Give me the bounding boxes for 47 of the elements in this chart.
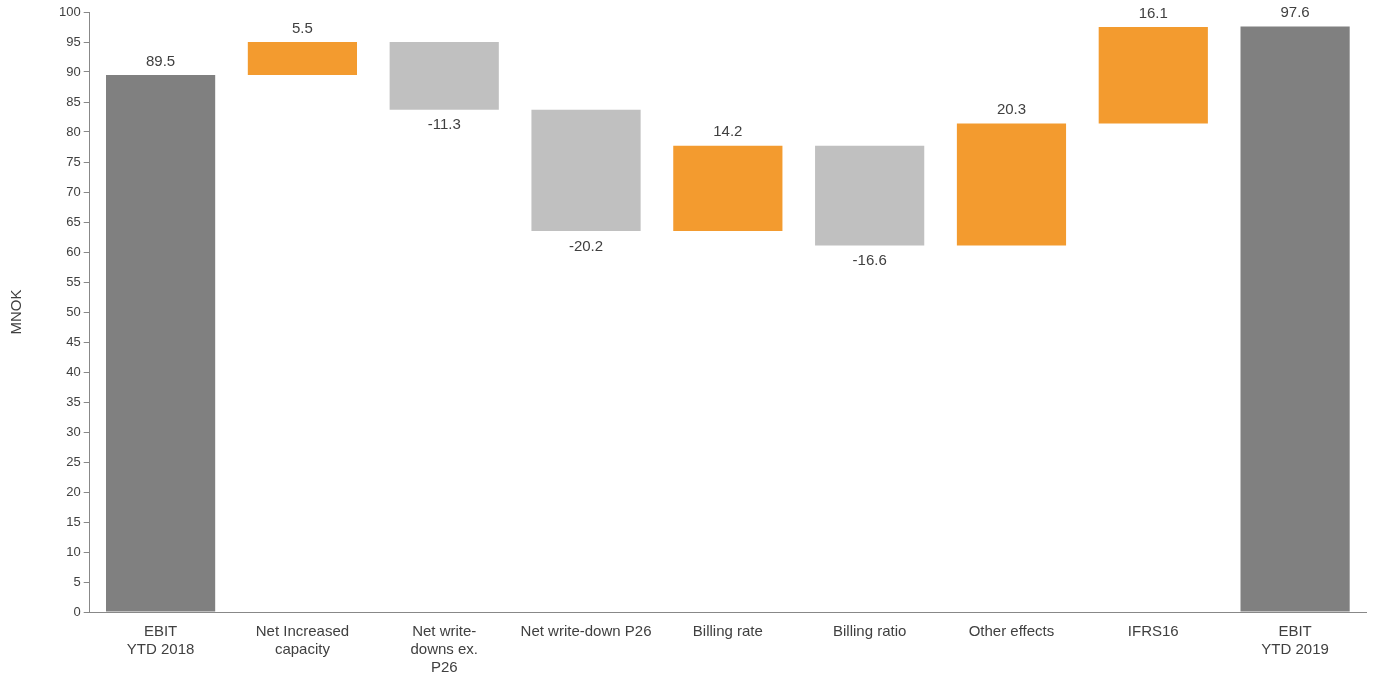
y-tick-label: 50 xyxy=(66,303,81,319)
y-tick-label: 100 xyxy=(58,3,81,19)
y-tick-label: 5 xyxy=(73,573,81,589)
x-tick-label: IFRS16 xyxy=(1127,622,1179,640)
x-tick-label: EBIT YTD 2018 xyxy=(126,622,195,658)
data-label: 14.2 xyxy=(713,122,743,140)
data-label: 16.1 xyxy=(1138,3,1168,21)
y-tick-label: 70 xyxy=(66,183,81,199)
bar xyxy=(389,42,499,110)
y-tick-label: 35 xyxy=(66,393,81,409)
data-label: 20.3 xyxy=(996,100,1027,118)
y-tick-label: 30 xyxy=(66,423,81,439)
data-label: 97.6 xyxy=(1280,3,1310,21)
y-axis-title: MNOK xyxy=(7,289,25,335)
y-tick-label: 20 xyxy=(66,483,81,499)
bar xyxy=(1098,27,1208,124)
y-tick-label: 0 xyxy=(73,603,81,619)
y-tick-label: 10 xyxy=(66,543,81,559)
bar xyxy=(247,42,358,75)
x-tick-label: Net Increased capacity xyxy=(255,622,350,658)
data-label: 89.5 xyxy=(145,51,176,69)
x-tick-label: Net write-down P26 xyxy=(520,622,652,640)
y-tick-label: 85 xyxy=(66,93,81,109)
x-tick-label: EBIT YTD 2019 xyxy=(1261,622,1329,658)
bar xyxy=(815,145,925,246)
y-tick-label: 80 xyxy=(66,123,81,139)
x-tick-label: Billing rate xyxy=(692,622,763,640)
y-tick-label: 40 xyxy=(66,363,81,379)
data-label: -11.3 xyxy=(427,115,461,133)
y-tick-label: 75 xyxy=(66,153,81,169)
y-tick-label: 15 xyxy=(66,513,81,529)
y-tick-label: 45 xyxy=(66,333,81,349)
bar xyxy=(531,109,641,231)
y-tick-label: 95 xyxy=(66,33,81,49)
data-label: -16.6 xyxy=(852,251,887,269)
bar xyxy=(956,123,1067,246)
y-tick-label: 90 xyxy=(66,63,81,79)
y-tick-label: 65 xyxy=(66,213,81,229)
y-tick-label: 25 xyxy=(66,453,81,469)
x-tick-label: Net write- downs ex. P26 xyxy=(410,622,478,676)
x-tick-label: Other effects xyxy=(968,622,1055,640)
y-tick-label: 55 xyxy=(66,273,81,289)
x-tick-label: Billing ratio xyxy=(832,622,907,640)
bar xyxy=(673,145,783,231)
data-label: 5.5 xyxy=(291,18,313,36)
data-label: -20.2 xyxy=(568,236,604,254)
y-tick-label: 60 xyxy=(66,243,81,259)
